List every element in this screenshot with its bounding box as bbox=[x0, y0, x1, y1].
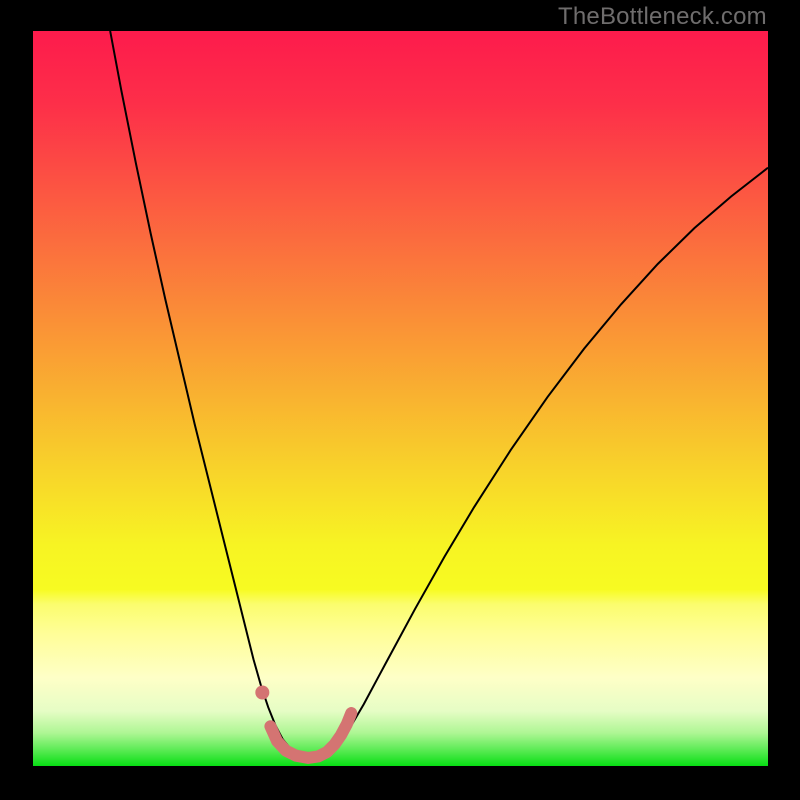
watermark-text: TheBottleneck.com bbox=[558, 3, 767, 31]
plot-frame bbox=[0, 0, 800, 800]
chart-root: { "watermark": { "text": "TheBottleneck.… bbox=[0, 0, 800, 800]
